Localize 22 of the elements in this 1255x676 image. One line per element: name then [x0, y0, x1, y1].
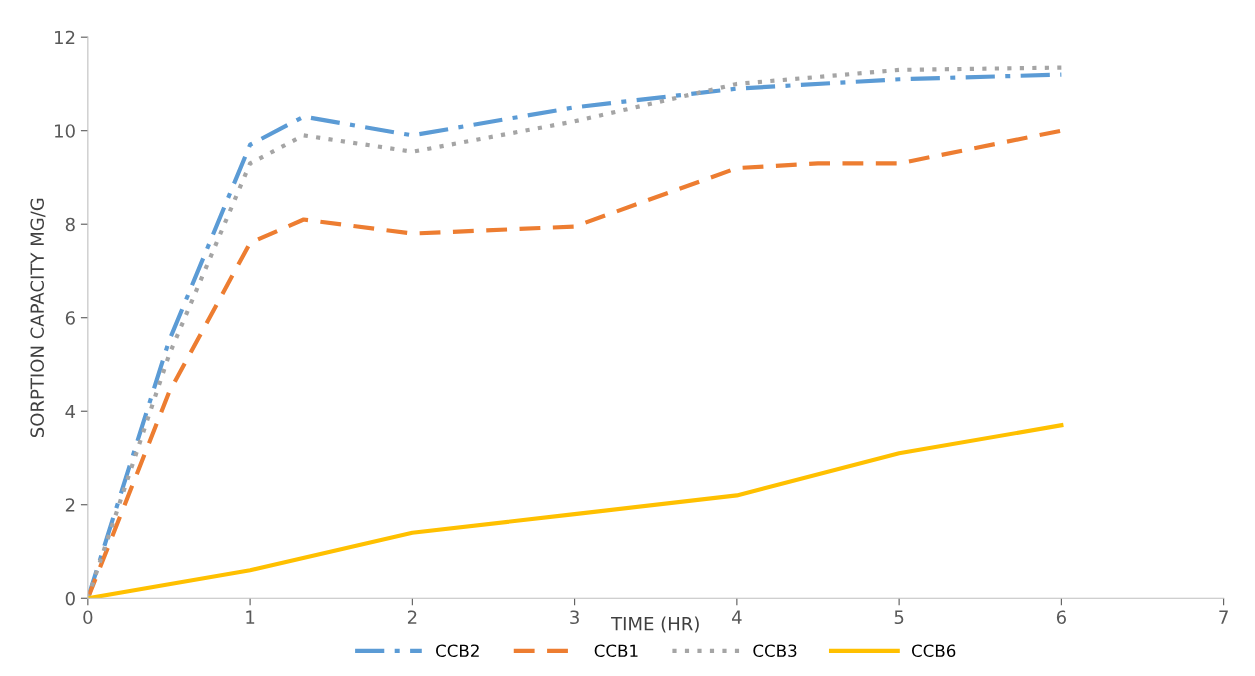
- line-series: [87, 423, 1064, 599]
- x-tick-label: 3: [570, 610, 579, 625]
- y-tick-label: 2: [65, 498, 75, 512]
- legend-label: CCB1: [594, 644, 638, 658]
- x-tick-label: 0: [83, 610, 93, 625]
- y-tick-label: 12: [55, 30, 75, 45]
- legend-label: CCB3: [753, 644, 797, 658]
- x-tick-label: 5: [894, 610, 904, 625]
- y-tick-label: 0: [65, 591, 75, 606]
- x-tick-label: 7: [1219, 610, 1228, 624]
- x-tick-label: 6: [1056, 610, 1066, 625]
- y-tick-label: 6: [65, 311, 75, 325]
- x-tick-label: 2: [407, 610, 417, 624]
- legend-label: CCB2: [436, 644, 479, 658]
- x-tick-label: 1: [246, 610, 255, 624]
- y-axis-title: SORPTION CAPACITY MG/G: [30, 198, 46, 438]
- y-tick-label: 8: [65, 217, 75, 232]
- x-tick-label: 4: [732, 610, 742, 624]
- x-axis-title: TIME (HR): [611, 616, 699, 633]
- y-tick-label: 4: [65, 404, 76, 419]
- legend-label: CCB6: [911, 644, 956, 658]
- y-tick-label: 10: [55, 124, 75, 138]
